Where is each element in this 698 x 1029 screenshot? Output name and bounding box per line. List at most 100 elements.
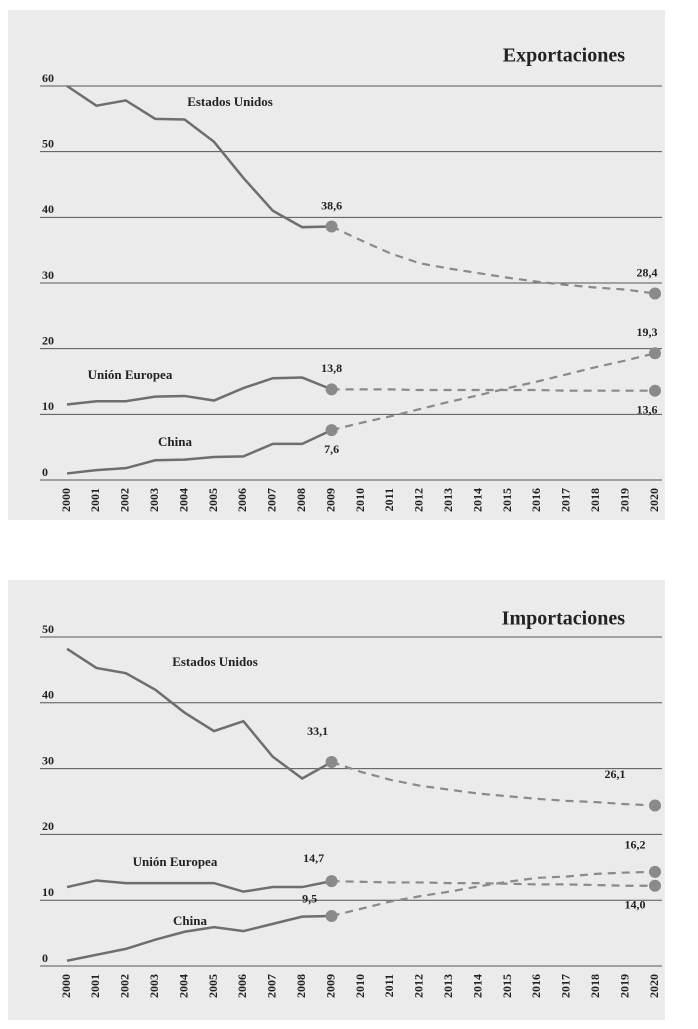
x-tick-label: 2002 — [118, 488, 132, 512]
end-label: 7,6 — [324, 442, 339, 456]
chart-title: Importaciones — [502, 608, 626, 630]
projection-line — [331, 870, 656, 918]
end-point — [325, 909, 338, 922]
series-name: China — [158, 434, 192, 449]
x-tick-label: 2012 — [412, 488, 426, 512]
x-tick-label: 2007 — [265, 488, 279, 512]
series-line — [66, 647, 333, 780]
end-point — [649, 347, 661, 360]
x-tick-label: 2009 — [323, 488, 337, 512]
x-tick-label: 2010 — [353, 488, 367, 512]
end-label: 26,1 — [605, 767, 626, 781]
x-tick-label: 2006 — [235, 974, 249, 998]
x-tick-label: 2005 — [206, 974, 220, 998]
series-line — [66, 376, 333, 406]
x-tick-label: 2012 — [412, 974, 426, 998]
x-tick-label: 2018 — [588, 974, 602, 998]
x-tick-label: 2015 — [500, 974, 514, 998]
x-tick-label: 2004 — [176, 488, 190, 512]
x-tick-label: 2003 — [147, 488, 161, 512]
end-label: 14,7 — [303, 851, 324, 865]
end-label: 14,0 — [625, 897, 646, 911]
end-point — [649, 287, 661, 300]
y-tick-label: 0 — [42, 951, 48, 965]
x-tick-label: 2018 — [588, 488, 602, 512]
panel — [8, 10, 665, 520]
x-tick-label: 2006 — [235, 488, 249, 512]
x-tick-label: 2001 — [88, 974, 102, 998]
x-tick-label: 2009 — [323, 974, 337, 998]
x-tick-label: 2016 — [529, 488, 543, 512]
end-label: 33,1 — [307, 724, 328, 738]
end-label: 19,3 — [637, 325, 658, 339]
end-point — [649, 865, 661, 878]
x-tick-label: 2019 — [617, 974, 631, 998]
x-tick-label: 2020 — [647, 974, 661, 998]
y-tick-label: 40 — [42, 688, 54, 702]
series-line — [66, 428, 333, 475]
end-point — [325, 383, 338, 396]
x-tick-label: 2015 — [500, 488, 514, 512]
x-tick-label: 2001 — [88, 488, 102, 512]
x-tick-label: 2017 — [559, 488, 573, 512]
y-tick-label: 30 — [42, 268, 54, 282]
end-label: 13,6 — [637, 402, 658, 416]
series-line — [66, 879, 332, 893]
end-point — [649, 879, 661, 892]
end-label: 38,6 — [321, 198, 342, 212]
series-name: Estados Unidos — [172, 654, 258, 669]
x-tick-label: 2014 — [470, 974, 484, 998]
x-tick-label: 2008 — [294, 488, 308, 512]
x-tick-label: 2004 — [176, 974, 190, 998]
x-tick-label: 2016 — [529, 974, 543, 998]
x-tick-label: 2011 — [382, 974, 396, 997]
series-name: China — [173, 913, 207, 928]
y-tick-label: 50 — [42, 136, 54, 150]
end-point — [325, 220, 338, 233]
series-name: Estados Unidos — [187, 94, 273, 109]
x-tick-label: 2013 — [441, 974, 455, 998]
x-tick-label: 2007 — [265, 974, 279, 998]
y-tick-label: 10 — [42, 399, 54, 413]
y-tick-label: 30 — [42, 753, 54, 767]
x-tick-label: 2000 — [59, 488, 73, 512]
projection-line — [331, 225, 656, 295]
series-line — [66, 914, 332, 962]
series-name: Unión Europea — [133, 854, 218, 869]
x-tick-label: 2017 — [559, 974, 573, 998]
y-tick-label: 60 — [42, 71, 54, 85]
y-tick-label: 20 — [42, 333, 54, 347]
x-tick-label: 2008 — [294, 974, 308, 998]
x-tick-label: 2000 — [59, 974, 73, 998]
end-label: 16,2 — [625, 838, 646, 852]
end-point — [325, 756, 338, 769]
y-tick-label: 10 — [42, 885, 54, 899]
end-point — [325, 875, 338, 888]
y-tick-label: 0 — [42, 465, 48, 479]
projection-line — [331, 760, 656, 807]
x-tick-label: 2005 — [206, 488, 220, 512]
x-tick-label: 2013 — [441, 488, 455, 512]
series-line — [66, 84, 332, 229]
end-point — [649, 799, 661, 812]
x-tick-label: 2014 — [470, 488, 484, 512]
chart-title: Exportaciones — [503, 45, 625, 67]
y-tick-label: 40 — [42, 202, 54, 216]
projection-line — [331, 880, 655, 887]
x-tick-label: 2003 — [147, 974, 161, 998]
end-point — [649, 384, 661, 397]
x-tick-label: 2011 — [382, 488, 396, 511]
end-label: 28,4 — [637, 265, 658, 279]
projection-line — [331, 388, 655, 392]
x-tick-label: 2010 — [353, 974, 367, 998]
end-point — [325, 424, 338, 437]
x-tick-label: 2002 — [118, 974, 132, 998]
y-tick-label: 20 — [42, 819, 54, 833]
series-name: Unión Europea — [88, 367, 173, 382]
x-tick-label: 2019 — [617, 488, 631, 512]
x-tick-label: 2020 — [647, 488, 661, 512]
end-label: 9,5 — [302, 892, 317, 906]
end-label: 13,8 — [321, 361, 342, 375]
y-tick-label: 50 — [42, 622, 54, 636]
